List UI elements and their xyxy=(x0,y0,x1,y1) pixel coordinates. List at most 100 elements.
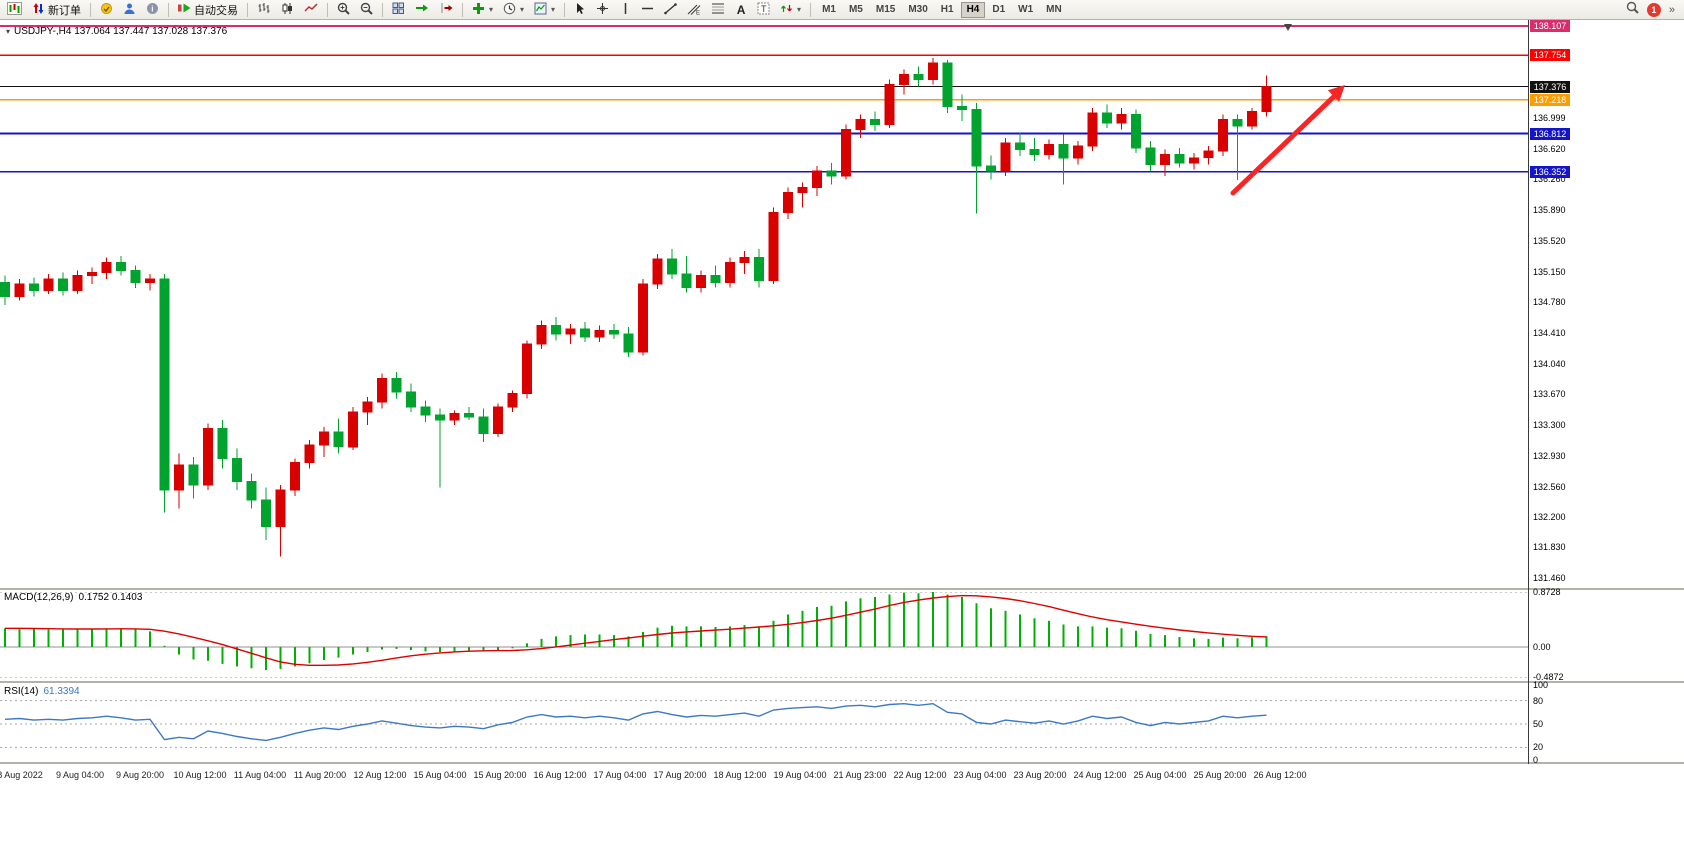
candle xyxy=(913,66,924,87)
candle xyxy=(1160,149,1170,177)
candle xyxy=(884,79,895,128)
candle-body xyxy=(1189,157,1199,164)
timeframe-mn-button[interactable]: MN xyxy=(1040,2,1068,18)
new-order-label: 新订单 xyxy=(48,4,81,17)
zoom-out-button[interactable] xyxy=(356,1,377,19)
candle xyxy=(696,270,706,293)
line-chart-button[interactable] xyxy=(300,1,322,19)
tile-windows-button[interactable] xyxy=(388,1,409,19)
bar-chart-button[interactable] xyxy=(253,1,275,19)
macd-scale-tick: 0.00 xyxy=(1533,642,1551,652)
candle xyxy=(464,406,474,421)
candle xyxy=(1232,114,1243,181)
panel-separator-rsi[interactable] xyxy=(0,681,1684,683)
timeframe-m5-button[interactable]: M5 xyxy=(843,2,869,18)
chart-shift-button[interactable] xyxy=(435,1,457,19)
notification-badge[interactable]: 1 xyxy=(1646,2,1661,17)
profile-button[interactable] xyxy=(119,1,140,19)
trend-arrow-annotation[interactable] xyxy=(1230,85,1345,196)
candle xyxy=(551,317,561,341)
candle-body xyxy=(478,416,489,434)
vertical-line-button[interactable] xyxy=(615,1,635,19)
candlestick-chart-button[interactable] xyxy=(277,1,298,19)
candle xyxy=(652,254,663,289)
crosshair-button[interactable] xyxy=(592,1,613,19)
timeframe-d1-button[interactable]: D1 xyxy=(986,2,1011,18)
candle xyxy=(870,111,880,132)
chart-window[interactable]: ▾ USDJPY-,H4 137.064 137.447 137.028 137… xyxy=(0,19,1684,844)
candle xyxy=(826,162,837,185)
timeframe-w1-button[interactable]: W1 xyxy=(1012,2,1039,18)
candle-body xyxy=(667,258,677,275)
chart-shift-marker[interactable] xyxy=(1284,24,1292,31)
candle xyxy=(725,257,735,288)
fibonacci-button[interactable] xyxy=(707,1,729,19)
autotrading-button[interactable]: 自动交易 xyxy=(174,1,242,19)
new-order-button[interactable]: 新订单 xyxy=(28,1,85,19)
candle-body xyxy=(507,393,518,408)
trendline-button[interactable] xyxy=(660,1,681,19)
user-icon xyxy=(123,2,136,18)
periods-button[interactable]: ▾ xyxy=(499,1,528,19)
candle-body xyxy=(797,187,808,194)
candle xyxy=(304,440,315,469)
arrows-button[interactable]: ▾ xyxy=(776,1,805,19)
candle xyxy=(638,279,648,356)
search-icon[interactable] xyxy=(1626,1,1639,19)
panel-separator-macd[interactable] xyxy=(0,588,1684,590)
timeframe-m15-button[interactable]: M15 xyxy=(870,2,901,18)
candle xyxy=(406,383,416,412)
candle-body xyxy=(609,330,619,335)
auto-scroll-button[interactable] xyxy=(411,1,433,19)
price-tick: 132.200 xyxy=(1533,511,1566,522)
candle-body xyxy=(232,457,242,483)
main-toolbar: 新订单 i 自动交易 xyxy=(0,0,1684,20)
bar-chart-icon xyxy=(257,2,271,17)
timeframe-h4-button[interactable]: H4 xyxy=(960,1,986,18)
candle xyxy=(609,323,619,339)
horizontal-line-button[interactable] xyxy=(637,1,658,19)
price-tick: 134.040 xyxy=(1533,358,1566,369)
timeframe-m1-button[interactable]: M1 xyxy=(816,2,842,18)
time-axis[interactable]: 8 Aug 2022 9 Aug 04:00 9 Aug 20:00 10 Aug 1… xyxy=(0,766,1560,786)
candle xyxy=(246,473,257,509)
rsi-scale-tick: 100 xyxy=(1533,680,1549,690)
candle xyxy=(986,155,996,180)
candle xyxy=(1145,141,1156,172)
zoom-in-button[interactable] xyxy=(333,1,354,19)
help-button[interactable]: i xyxy=(142,1,163,19)
timeframe-h1-button[interactable]: H1 xyxy=(935,2,960,18)
price-axis[interactable]: 136.999 136.620 136.260 135.890 135.520 135.1… xyxy=(1529,19,1683,765)
text-label-button[interactable]: T xyxy=(753,1,774,19)
price-tick: 131.460 xyxy=(1533,573,1566,583)
cursor-button[interactable] xyxy=(570,1,590,19)
candle xyxy=(43,274,54,294)
candle xyxy=(435,408,445,488)
candle xyxy=(130,265,141,289)
templates-button[interactable]: ▾ xyxy=(530,1,559,19)
price-tick: 135.890 xyxy=(1533,205,1566,216)
candle xyxy=(1073,141,1083,165)
toolbar-overflow-icon[interactable]: » xyxy=(1668,3,1675,16)
chart-canvas[interactable] xyxy=(0,20,1684,786)
indicators-button[interactable]: ▾ xyxy=(468,1,497,19)
candle xyxy=(1261,75,1272,117)
candle-body xyxy=(1044,144,1054,155)
market-button[interactable] xyxy=(96,1,117,19)
macd-scale-tick: -0.4872 xyxy=(1533,672,1564,683)
candle xyxy=(768,207,779,284)
candle-body xyxy=(130,270,141,283)
new-chart-button[interactable] xyxy=(3,1,26,19)
text-button[interactable]: A xyxy=(731,1,751,19)
zoom-in-icon xyxy=(337,2,350,18)
price-tick: 131.830 xyxy=(1533,542,1566,553)
channel-button[interactable]: E xyxy=(683,1,705,19)
candle xyxy=(145,274,155,291)
timeframe-m30-button[interactable]: M30 xyxy=(902,2,933,18)
time-label: 25 Aug 04:00 xyxy=(1133,770,1187,780)
candle xyxy=(362,397,373,426)
candle-body xyxy=(783,192,793,214)
candle-body xyxy=(406,391,416,408)
macd-values: 0.1752 0.1403 xyxy=(78,592,143,603)
candle xyxy=(1131,109,1141,153)
